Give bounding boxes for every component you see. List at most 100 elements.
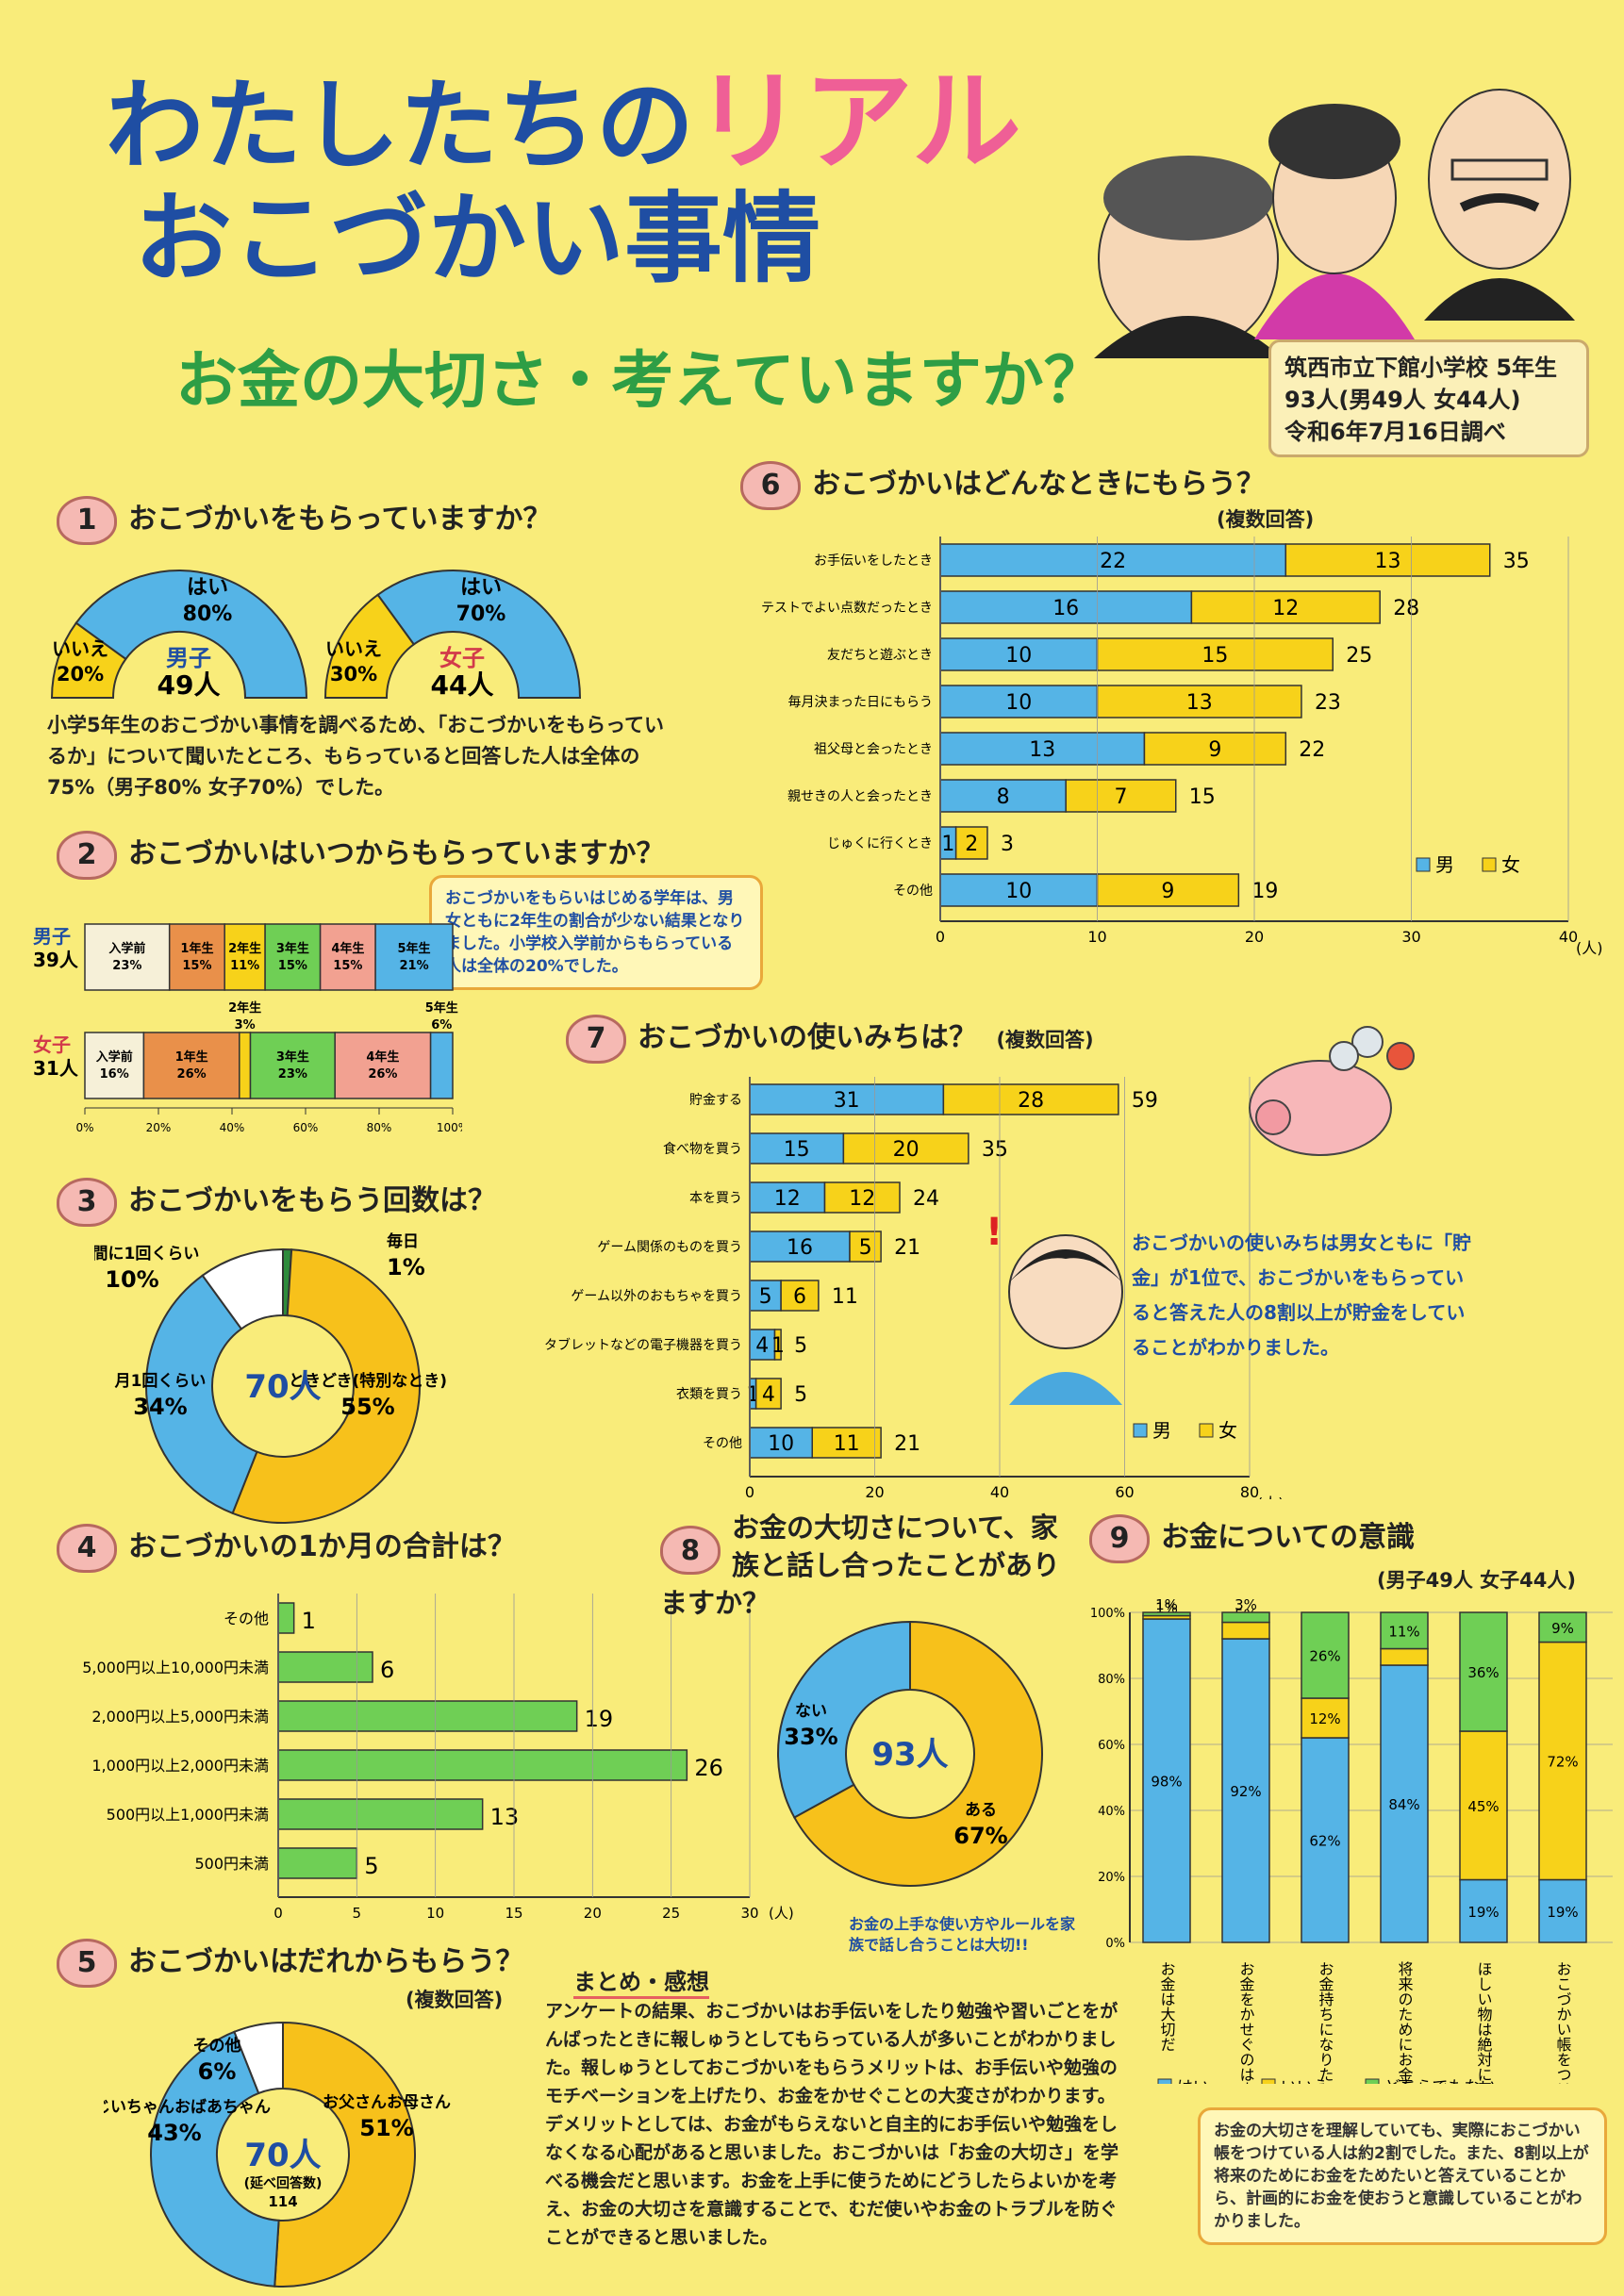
s5-slice-pct-2: 6% [198, 2058, 237, 2085]
s2-seg-pct-0-4: 15% [333, 959, 362, 973]
s9-bar-label-0-4: 19% [1467, 1904, 1499, 1921]
s6-bar-label-1-4: 9 [1208, 738, 1221, 762]
s6-total-0: 35 [1503, 550, 1530, 573]
s7-total-5: 5 [794, 1334, 807, 1358]
s9-cat-1: お金をかせぐのは大変だ [1237, 1961, 1255, 2084]
s6-total-3: 23 [1315, 691, 1341, 715]
s7-cat-5: タブレットなどの電子機器を買う [544, 1337, 742, 1353]
s4-tick-4: 20 [584, 1905, 602, 1922]
title-part1: わたしたちの [106, 68, 695, 183]
s1-girls-yes-value: 70% [456, 603, 506, 626]
s2-seg-1-3 [249, 1032, 336, 1099]
s3-number: 3 [57, 1177, 117, 1227]
s9-legend-label-1: いいえ [1281, 2078, 1329, 2084]
s9-bar-2-2 [1301, 1611, 1350, 1699]
survey-info: 筑西市立下館小学校 5年生 93人(男49人 女44人) 令和6年7月16日調べ [1268, 339, 1589, 457]
s8-number: 8 [660, 1526, 721, 1575]
s6-cat-5: 親せきの人と会ったとき [787, 789, 933, 804]
s7-unit: (人) [1257, 1495, 1284, 1499]
s9-bar-label-1-4: 45% [1467, 1798, 1499, 1815]
s9-bar-label-1-5: 72% [1547, 1754, 1578, 1771]
s4-number: 4 [57, 1523, 117, 1573]
s7-bar-label-1-7: 11 [834, 1432, 860, 1456]
s7-bar-label-1-3: 5 [859, 1236, 872, 1260]
portrait-man-right [1424, 89, 1575, 321]
s1-boys-no-label: いいえ [52, 637, 108, 660]
s6-bar-label-0-4: 13 [1029, 738, 1055, 762]
s8-slice-pct-0: 67% [953, 1823, 1007, 1849]
s9-bar-0-0 [1142, 1618, 1191, 1943]
s2-seg-1-2 [239, 1032, 252, 1099]
s9-cat-4: ほしい物は絶対に買う [1475, 1961, 1493, 2084]
s9-number: 9 [1089, 1513, 1150, 1563]
s2-seg-pct-0-1: 15% [182, 959, 211, 973]
s4-bar-4 [277, 1798, 484, 1830]
s7-bar-label-0-0: 31 [834, 1089, 860, 1113]
s6-bar-label-1-0: 13 [1375, 550, 1401, 573]
info-school: 筑西市立下館小学校 5年生 [1284, 355, 1558, 381]
s1-number: 1 [57, 495, 117, 545]
s1-boys-yes-label: はい [187, 576, 228, 600]
s7-cat-3: ゲーム関係のものを買う [597, 1240, 742, 1255]
s7-bar-1-4 [780, 1280, 820, 1312]
s9-legend-swatch-2 [1365, 2078, 1380, 2084]
s7-bar-label-1-4: 6 [793, 1285, 806, 1309]
s2-seg-name-0-3: 3年生 [276, 941, 309, 956]
s9-bar-label-0-3: 84% [1388, 1796, 1419, 1813]
s6-bar-label-0-7: 10 [1005, 880, 1032, 903]
s9-bar-2-4 [1459, 1611, 1508, 1732]
s2-tick-label-0: 0% [75, 1121, 93, 1134]
s6-bar-label-1-3: 13 [1186, 691, 1213, 715]
s1-text: 小学5年生のおこづかい事情を調べるため、「おこづかいをもらっているか」について聞… [47, 714, 665, 799]
s1-header: 1 おこづかいをもらっていますか？ [57, 495, 552, 545]
s9-cat-5: おこづかい帳をつけている [1554, 1961, 1572, 2084]
s6-cat-2: 友だちと遊ぶとき [827, 648, 933, 663]
s2-seg-name-1-5: 5年生 [425, 1000, 458, 1016]
s2-seg-name-0-1: 1年生 [180, 941, 213, 956]
s3-slice-pct-1: 55% [340, 1394, 394, 1420]
s6-number: 6 [740, 460, 801, 510]
s2-seg-1-4 [334, 1032, 432, 1099]
s5-slice-name-0: お父さんお母さん [323, 2093, 451, 2112]
s8-slice-0 [792, 1620, 1043, 1887]
s7-bar-label-0-4: 5 [759, 1285, 772, 1309]
s5-center2: (延べ回答数) [244, 2175, 323, 2191]
s6-cat-3: 毎月決まった日にもらう [788, 695, 933, 710]
s7-cat-1: 食べ物を買う [663, 1141, 742, 1157]
s2-seg-0-1 [168, 923, 225, 991]
s6-bar-0-4 [939, 732, 1146, 766]
s4-value-0: 1 [302, 1608, 316, 1634]
s2-seg-1-5 [429, 1032, 454, 1099]
info-date: 令和6年7月16日調べ [1284, 419, 1506, 445]
s2-seg-name-0-4: 4年生 [331, 941, 364, 956]
s6-legend-swatch-1 [1482, 857, 1497, 872]
s7-bar-1-1 [842, 1132, 969, 1165]
s7-total-2: 24 [913, 1187, 939, 1211]
s9-cat-0: お金は大切だ [1158, 1961, 1176, 2052]
s6-bar-label-1-6: 2 [965, 833, 978, 856]
s7-cat-4: ゲーム以外のおもちゃを買う [571, 1289, 742, 1304]
s2-header: 2 おこづかいはいつからもらっていますか？ [57, 830, 665, 880]
s4-title: おこづかいの1か月の合計は？ [128, 1530, 516, 1563]
info-count: 93人(男49人 女44人) [1284, 387, 1521, 413]
s5-title: おこづかいはだれからもらう？ [128, 1945, 524, 1978]
s6-cat-0: お手伝いをしたとき [814, 553, 933, 569]
s2-seg-pct-1-1: 26% [177, 1067, 207, 1082]
s7-total-7: 21 [894, 1432, 920, 1456]
s2-seg-pct-1-0: 16% [100, 1067, 129, 1082]
s7-bar-label-0-2: 12 [774, 1187, 801, 1211]
s9-stacked-100-chart: 0%20%40%60%80%100%98%1%1%お金は大切だ92%5%3%お金… [1090, 1596, 1613, 2084]
s6-tick-1: 10 [1087, 928, 1106, 946]
s1-girls-count: 44人 [431, 669, 494, 701]
s9-legend-label-0: はい [1177, 2078, 1209, 2084]
s3-slice-2 [145, 1274, 258, 1515]
s9-bar-2-5 [1538, 1611, 1587, 1644]
s7-legend-label-1: 女 [1218, 1419, 1237, 1442]
s4-bar-5 [277, 1847, 358, 1879]
s2-row-label-1: 女子 [33, 1033, 71, 1056]
subtitle: お金の大切さ・考えていますか？ [175, 344, 1106, 417]
s1-boys-no-value: 20% [57, 663, 104, 685]
s9-bar-label-0-1: 92% [1230, 1783, 1261, 1800]
s6-bar-0-1 [939, 590, 1193, 624]
s6-total-7: 19 [1251, 880, 1278, 903]
